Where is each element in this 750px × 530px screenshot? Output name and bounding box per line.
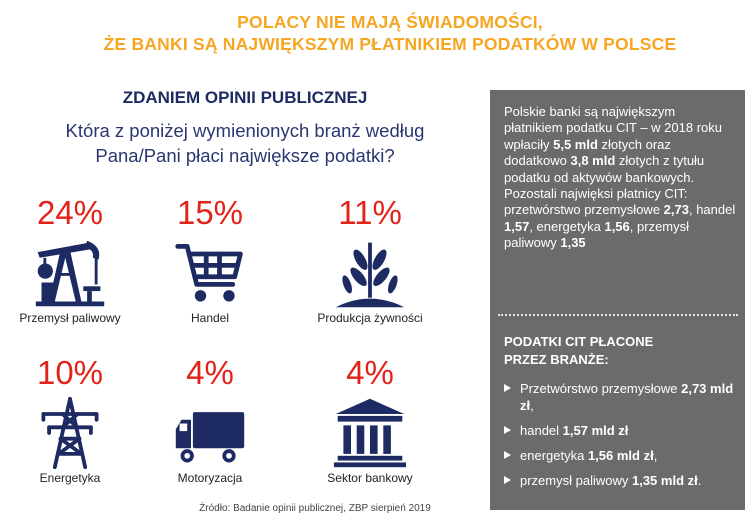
bullet-triangle-icon xyxy=(504,426,511,434)
percent-label: 10% xyxy=(36,354,104,391)
panel-intro-text: Polskie banki są największym płatnikiem … xyxy=(504,104,736,251)
cit-list: Przetwórstwo przemysłowe 2,73 mld zł, ha… xyxy=(504,380,744,497)
list-item: Przetwórstwo przemysłowe 2,73 mld zł, xyxy=(504,380,744,414)
industry-label: Sektor bankowy xyxy=(327,471,413,485)
page-title-line-1: POLACY NIE MAJĄ ŚWIADOMOŚCI, xyxy=(237,12,543,32)
percent-label: 11% xyxy=(338,194,402,231)
bullet-triangle-icon xyxy=(504,384,511,392)
industry-label: Energetyka xyxy=(39,471,101,485)
panel-divider xyxy=(498,314,738,316)
wheat-plant-icon xyxy=(335,242,405,308)
shopping-cart-icon xyxy=(175,244,243,302)
industry-label: Handel xyxy=(190,311,230,325)
info-panel: Polskie banki są największym płatnikiem … xyxy=(490,90,745,510)
percent-label: 15% xyxy=(176,194,244,231)
bank-building-icon xyxy=(333,398,407,468)
industry-label: Motoryzacja xyxy=(177,471,243,485)
truck-icon xyxy=(175,412,245,463)
bullet-triangle-icon xyxy=(504,476,511,484)
source-note: Źródło: Badanie opinii publicznej, ZBP s… xyxy=(199,503,431,514)
list-item: handel 1,57 mld zł xyxy=(504,422,744,439)
panel-heading-line-1: PODATKI CIT PŁACONE xyxy=(504,334,654,349)
percent-label: 24% xyxy=(36,194,104,231)
survey-subtitle: ZDANIEM OPINII PUBLICZNEJ xyxy=(122,88,368,107)
oil-pump-icon xyxy=(35,240,105,307)
panel-heading-line-2: PRZEZ BRANŻE: xyxy=(504,352,609,367)
power-pylon-icon xyxy=(41,396,99,470)
percent-label: 4% xyxy=(346,354,394,391)
list-item: przemysł paliwowy 1,35 mld zł. xyxy=(504,472,744,489)
list-item: energetyka 1,56 mld zł, xyxy=(504,447,744,464)
industry-label: Przemysł paliwowy xyxy=(19,311,121,325)
bullet-triangle-icon xyxy=(504,451,511,459)
percent-label: 4% xyxy=(186,354,234,391)
industry-label: Produkcja żywności xyxy=(317,311,423,325)
page-title-line-2: ŻE BANKI SĄ NAJWIĘKSZYM PŁATNIKIEM PODAT… xyxy=(103,34,677,54)
survey-question-line-1: Która z poniżej wymienionych branż wedłu… xyxy=(65,120,425,141)
survey-question-line-2: Pana/Pani płaci największe podatki? xyxy=(95,145,395,166)
